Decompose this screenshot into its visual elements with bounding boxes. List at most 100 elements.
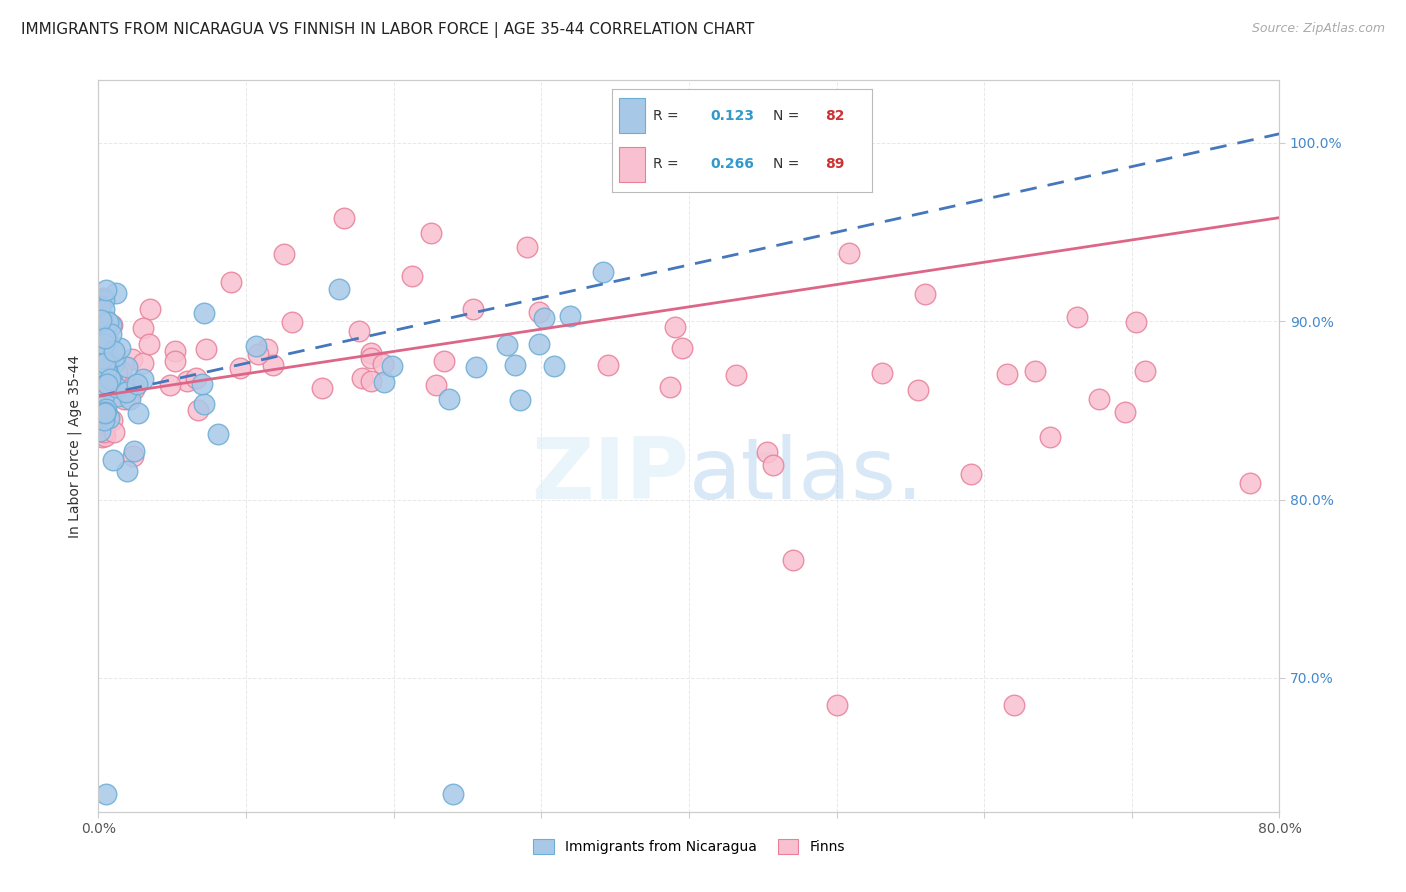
Point [94, 417, 117, 432]
Point [91, 403, 114, 417]
Point [115, 360, 138, 375]
Point [93, 413, 115, 427]
Point [1066, 310, 1088, 324]
Point [907, 383, 929, 397]
Point [91, 378, 114, 392]
Point [311, 381, 333, 395]
Point [97, 334, 120, 348]
Point [101, 318, 124, 332]
Point [333, 211, 356, 225]
Point [207, 426, 229, 441]
Point [503, 358, 526, 372]
Point [219, 275, 242, 289]
Point [115, 465, 138, 479]
Point [131, 356, 153, 370]
Point [360, 374, 382, 388]
Bar [620, 98, 645, 133]
Point [97, 315, 120, 329]
Point [280, 315, 302, 329]
Point [725, 368, 748, 382]
Point [93, 293, 115, 307]
Point [90, 296, 112, 310]
Point [838, 246, 860, 260]
Point [96, 362, 118, 376]
Point [1114, 405, 1136, 419]
Text: IMMIGRANTS FROM NICARAGUA VS FINNISH IN LABOR FORCE | AGE 35-44 CORRELATION CHAR: IMMIGRANTS FROM NICARAGUA VS FINNISH IN … [21, 22, 755, 38]
Point [163, 354, 186, 368]
Point [381, 359, 404, 373]
Point [127, 377, 149, 392]
Point [96, 344, 118, 359]
Point [89, 293, 111, 308]
Point [90, 313, 112, 327]
Point [96, 313, 118, 327]
Point [118, 392, 141, 407]
Point [1039, 430, 1062, 444]
Point [90, 409, 112, 424]
Point [93, 382, 115, 396]
Bar [620, 146, 645, 181]
Point [163, 343, 186, 358]
Point [347, 324, 370, 338]
Text: ZIP: ZIP [531, 434, 689, 516]
Text: 0.123: 0.123 [710, 109, 755, 123]
Point [825, 698, 848, 712]
Point [89, 368, 111, 383]
Point [360, 351, 382, 365]
Point [560, 309, 582, 323]
Point [187, 403, 209, 417]
Y-axis label: In Labor Force | Age 35-44: In Labor Force | Age 35-44 [67, 354, 83, 538]
Point [103, 356, 125, 370]
Point [373, 375, 395, 389]
Point [94, 402, 117, 417]
Point [121, 351, 143, 366]
Point [91, 291, 114, 305]
Point [664, 319, 686, 334]
Point [138, 336, 160, 351]
Point [1024, 364, 1046, 378]
Point [93, 302, 115, 317]
Point [509, 392, 531, 407]
Point [527, 304, 550, 318]
Point [91, 351, 114, 365]
Point [100, 375, 122, 389]
Point [1088, 392, 1111, 407]
Point [93, 425, 115, 439]
Point [93, 310, 115, 325]
Point [671, 341, 693, 355]
Point [105, 366, 128, 380]
Point [360, 346, 382, 360]
Point [93, 336, 115, 351]
Point [159, 378, 181, 392]
Point [1002, 698, 1025, 712]
Point [103, 343, 125, 358]
Point [90, 430, 112, 444]
Point [94, 334, 117, 349]
Point [256, 342, 278, 356]
Point [93, 387, 115, 401]
Point [533, 311, 555, 326]
Point [107, 389, 129, 403]
Point [112, 392, 135, 406]
Point [89, 320, 111, 334]
Point [96, 313, 118, 327]
Point [89, 299, 111, 313]
Point [89, 400, 111, 414]
Point [94, 363, 117, 377]
Point [659, 379, 682, 393]
Point [98, 356, 121, 370]
Point [352, 370, 374, 384]
Point [94, 428, 117, 442]
Point [1372, 573, 1395, 587]
Point [246, 347, 269, 361]
Point [94, 352, 117, 367]
Point [132, 372, 155, 386]
Point [755, 445, 778, 459]
Point [245, 339, 267, 353]
Point [89, 379, 111, 393]
Point [122, 449, 145, 463]
Point [96, 353, 118, 368]
Point [1133, 364, 1156, 378]
Point [96, 327, 118, 342]
Point [103, 425, 125, 439]
